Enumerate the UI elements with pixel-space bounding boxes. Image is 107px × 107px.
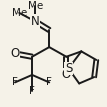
Text: O: O bbox=[10, 47, 20, 60]
Text: S: S bbox=[65, 62, 72, 75]
Text: Me: Me bbox=[28, 1, 43, 11]
Text: F: F bbox=[29, 86, 35, 96]
Text: F: F bbox=[46, 77, 52, 87]
Text: O: O bbox=[62, 68, 71, 81]
Text: F: F bbox=[12, 77, 18, 87]
Text: N: N bbox=[31, 15, 40, 28]
Text: Me: Me bbox=[12, 8, 27, 18]
